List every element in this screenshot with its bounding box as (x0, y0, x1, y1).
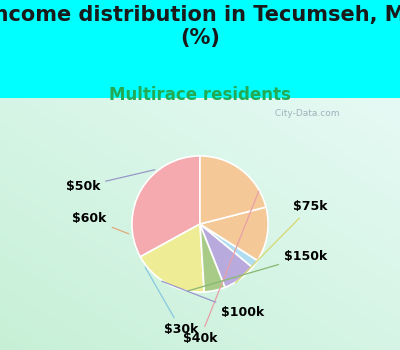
Text: City-Data.com: City-Data.com (272, 109, 339, 118)
Text: $75k: $75k (236, 201, 328, 283)
Wedge shape (132, 156, 200, 257)
Text: $100k: $100k (162, 281, 264, 319)
Text: $40k: $40k (183, 191, 259, 345)
Wedge shape (200, 224, 225, 292)
Text: $30k: $30k (145, 267, 198, 336)
Text: $150k: $150k (188, 250, 327, 291)
Text: Multirace residents: Multirace residents (109, 86, 291, 104)
Wedge shape (200, 207, 268, 260)
Wedge shape (200, 224, 252, 287)
Wedge shape (200, 156, 266, 224)
Text: $60k: $60k (72, 212, 129, 234)
Text: Income distribution in Tecumseh, MI
(%): Income distribution in Tecumseh, MI (%) (0, 5, 400, 48)
Wedge shape (200, 224, 258, 267)
Text: $50k: $50k (66, 170, 155, 193)
Wedge shape (140, 224, 204, 292)
